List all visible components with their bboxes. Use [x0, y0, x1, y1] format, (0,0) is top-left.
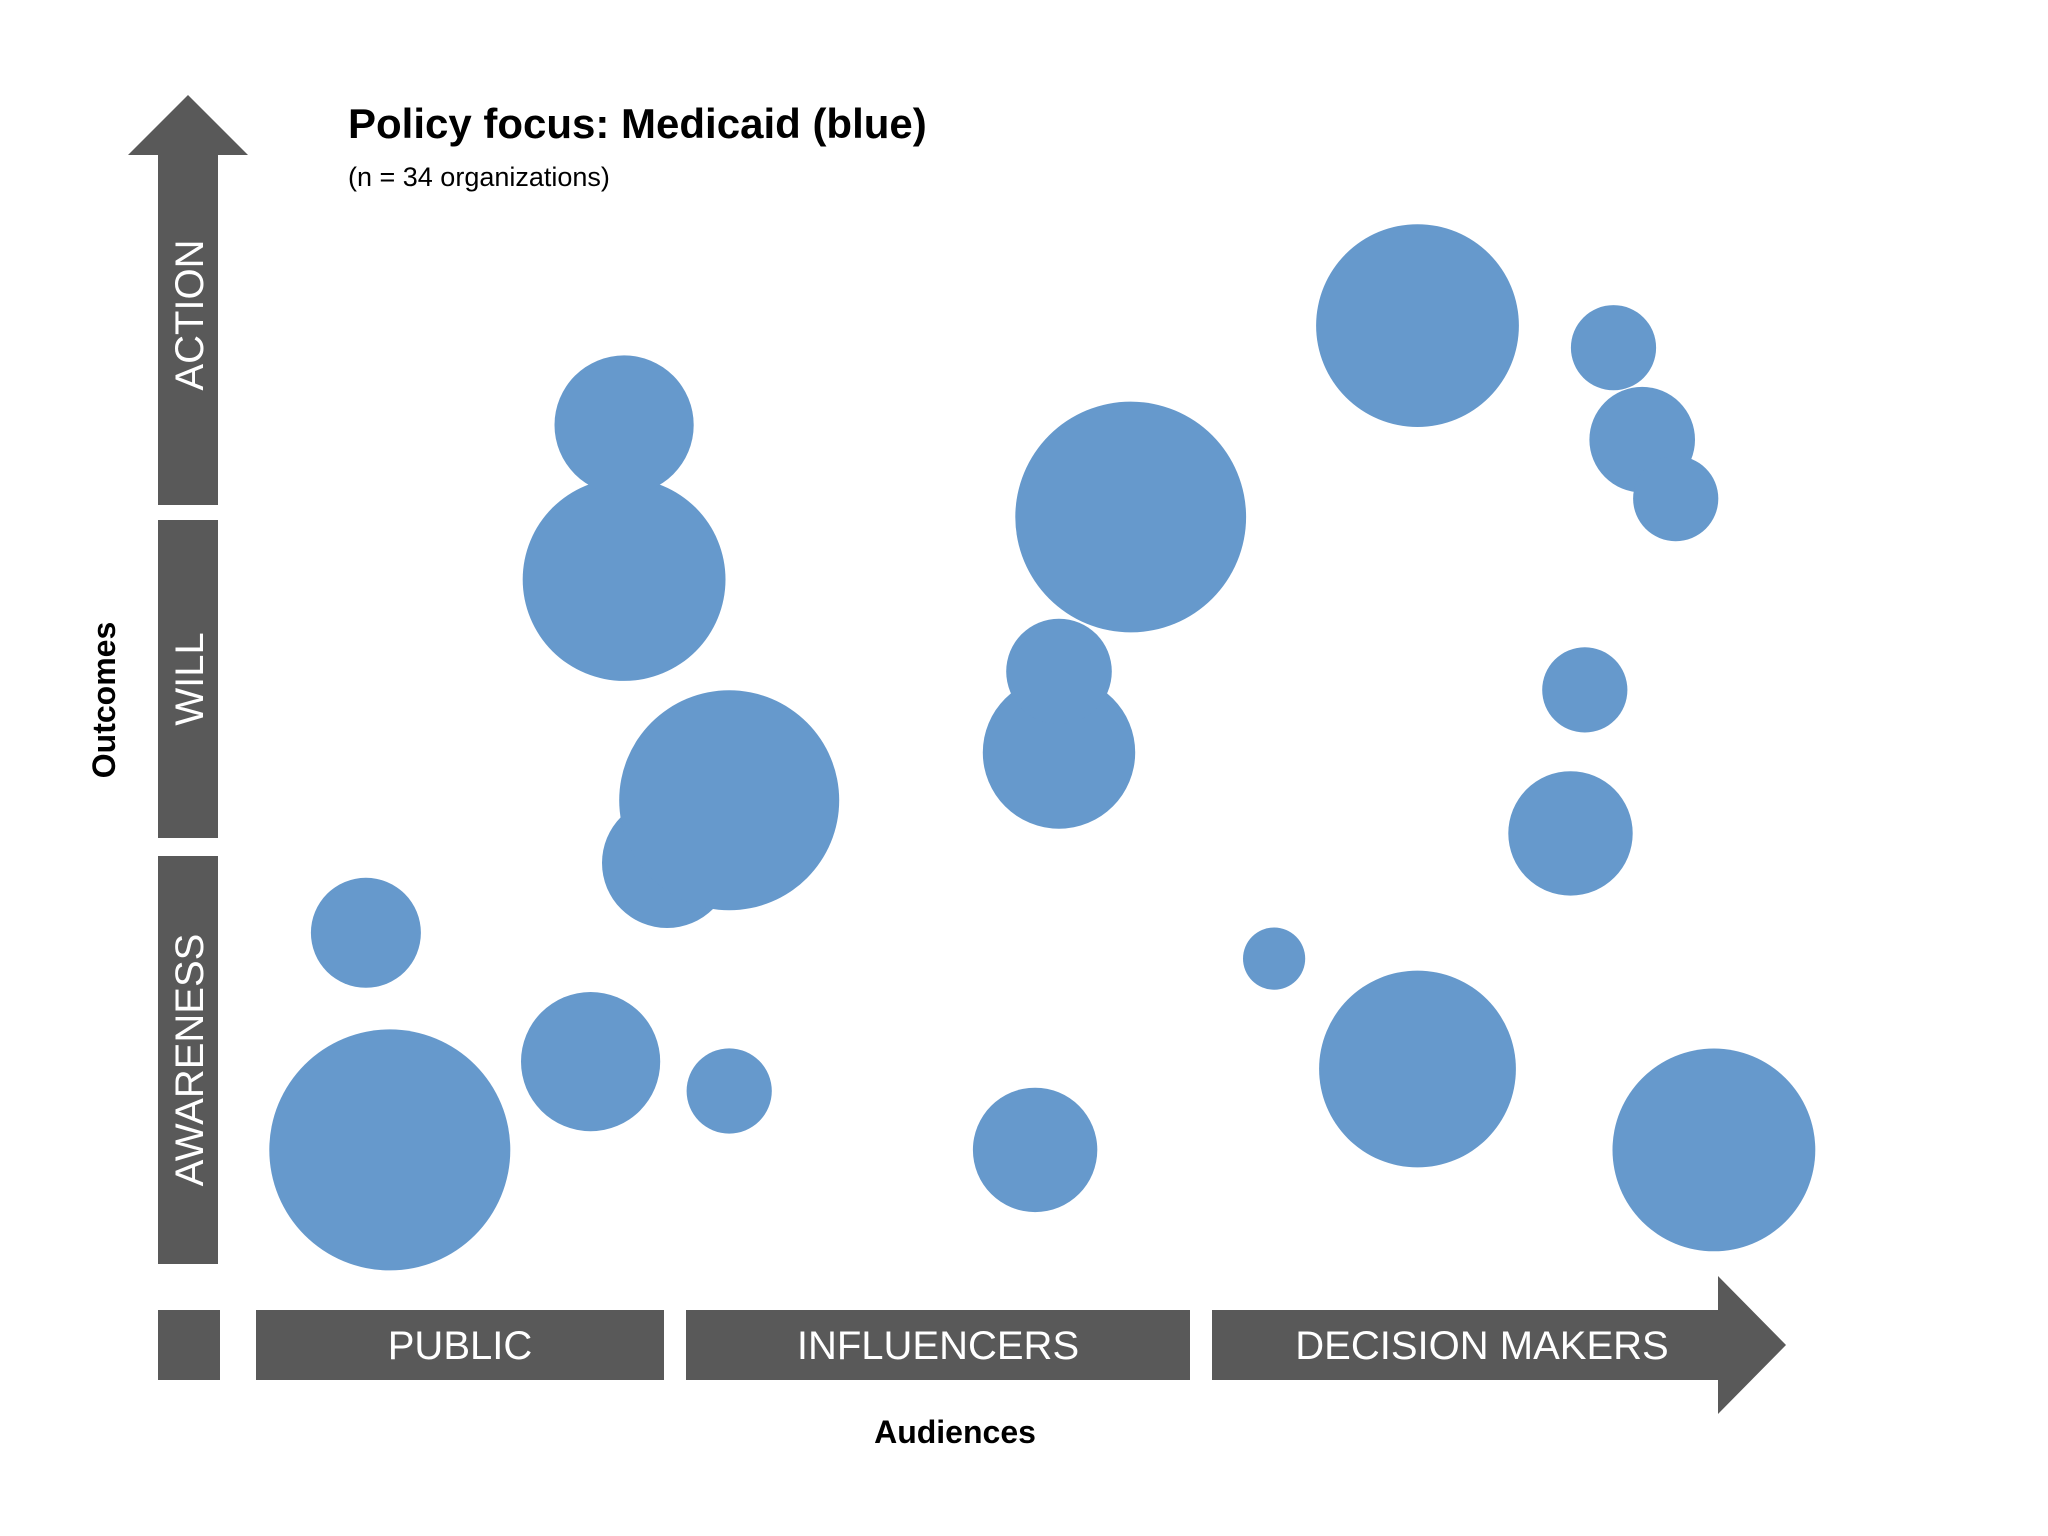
chart-title: Policy focus: Medicaid (blue)	[348, 100, 927, 147]
bubble-12	[1015, 401, 1247, 633]
bubble-1	[269, 1029, 511, 1271]
x-band-influencers	[686, 1310, 1190, 1380]
bubble-16	[1570, 305, 1657, 391]
bubble-6	[619, 690, 840, 911]
bubble-3	[521, 992, 661, 1132]
y-tick-label-will: WILL	[168, 632, 212, 725]
y-tick-label-awareness: AWARENESS	[168, 934, 212, 1187]
y-band-awareness	[158, 856, 218, 1264]
bubble-15	[1316, 224, 1519, 427]
y-band-action	[158, 155, 218, 505]
x-axis-corner-block	[158, 1310, 220, 1380]
bubble-layer	[269, 224, 1816, 1271]
bubble-7	[522, 478, 726, 681]
bubble-17	[1508, 771, 1633, 896]
x-band-decision-makers-arrow	[1212, 1276, 1786, 1414]
bubble-18	[1542, 647, 1628, 733]
y-axis-title: Outcomes	[86, 622, 122, 778]
x-tick-label-decision-makers: DECISION MAKERS	[1295, 1324, 1668, 1368]
bubble-20	[1633, 456, 1719, 542]
x-tick-label-influencers: INFLUENCERS	[797, 1324, 1079, 1368]
bubble-4	[686, 1048, 772, 1134]
x-band-public	[256, 1310, 664, 1380]
bubble-21	[1612, 1048, 1816, 1252]
bubble-10	[982, 676, 1136, 829]
bubble-2	[310, 877, 421, 988]
bubble-14	[1319, 970, 1516, 1168]
y-axis-arrowhead	[128, 95, 248, 155]
bubble-9	[972, 1087, 1098, 1213]
x-tick-label-public: PUBLIC	[388, 1324, 533, 1368]
chart-subtitle: (n = 34 organizations)	[348, 162, 610, 192]
x-axis-title: Audiences	[874, 1414, 1036, 1450]
bubble-11	[1006, 618, 1112, 725]
bubble-13	[1243, 927, 1306, 990]
y-tick-label-action: ACTION	[168, 239, 212, 390]
bubble-8	[554, 355, 694, 495]
y-band-will	[158, 520, 218, 838]
